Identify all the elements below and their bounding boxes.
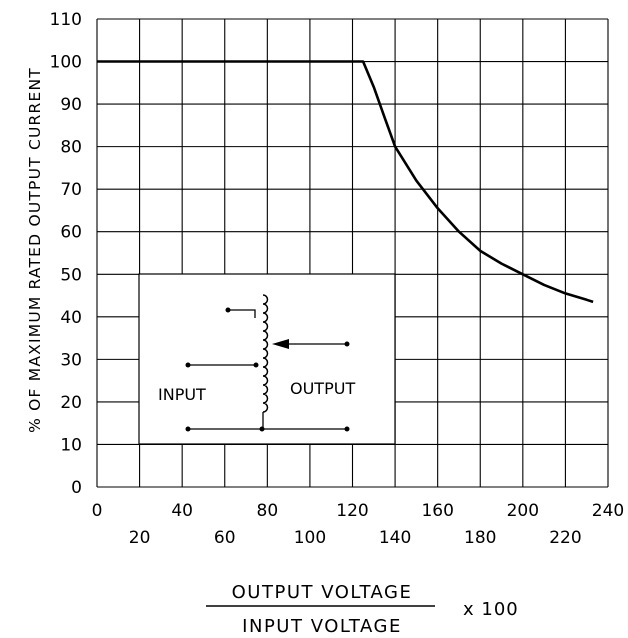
inset-output-label: OUTPUT [290, 379, 355, 398]
y-tick-label: 70 [60, 180, 82, 200]
bottom-junction [259, 426, 265, 432]
y-tick-label: 20 [60, 393, 82, 413]
series-line [97, 60, 594, 304]
wiper-arrow [272, 339, 289, 349]
y-tick-label: 10 [60, 435, 82, 455]
x-tick-label: 120 [336, 501, 368, 521]
x-axis-title-denominator: INPUT VOLTAGE [242, 616, 402, 637]
y-tick-label: 110 [50, 10, 82, 30]
y-tick-label: 30 [60, 350, 82, 370]
x-axis-title-numerator: OUTPUT VOLTAGE [232, 582, 413, 603]
tick-labels: 0 10 20 30 40 50 60 70 80 90 100 110 0 40 80 120 160 200 2… [50, 10, 625, 548]
x-tick-label: 200 [507, 501, 539, 521]
top-terminal [225, 307, 231, 313]
x-tick-label: 40 [171, 501, 193, 521]
transformer-coil [262, 294, 269, 413]
autotransformer-inset: INPUT OUTPUT [138, 273, 396, 445]
x-tick-label: 140 [379, 528, 411, 548]
inset-input-label: INPUT [158, 385, 206, 404]
x-tick-label: 60 [214, 528, 236, 548]
y-tick-label: 80 [60, 138, 82, 158]
y-tick-label: 40 [60, 308, 82, 328]
y-tick-label: 60 [60, 223, 82, 243]
x-tick-label: 220 [549, 528, 581, 548]
input-terminal [185, 362, 191, 368]
input-tap [253, 362, 259, 368]
x-tick-label: 80 [257, 501, 279, 521]
output-terminal [344, 341, 350, 347]
x-tick-label: 160 [421, 501, 453, 521]
y-tick-label: 0 [71, 478, 82, 498]
x-axis-title: OUTPUT VOLTAGE INPUT VOLTAGE x 100 [206, 582, 519, 637]
y-tick-label: 50 [60, 265, 82, 285]
x-tick-label: 20 [129, 528, 151, 548]
x-tick-label: 240 [592, 501, 624, 521]
x-tick-label: 180 [464, 528, 496, 548]
y-axis-title: % OF MAXIMUM RATED OUTPUT CURRENT [26, 67, 44, 433]
y-tick-label: 100 [50, 53, 82, 73]
series [97, 60, 594, 304]
x-tick-label: 0 [92, 501, 103, 521]
top-lead-wire [228, 309, 256, 318]
bottom-right-terminal [344, 426, 350, 432]
x-tick-label: 100 [294, 528, 326, 548]
y-tick-label: 90 [60, 95, 82, 115]
x-axis-multiplier: x 100 [463, 599, 519, 620]
bottom-left-terminal [185, 426, 191, 432]
